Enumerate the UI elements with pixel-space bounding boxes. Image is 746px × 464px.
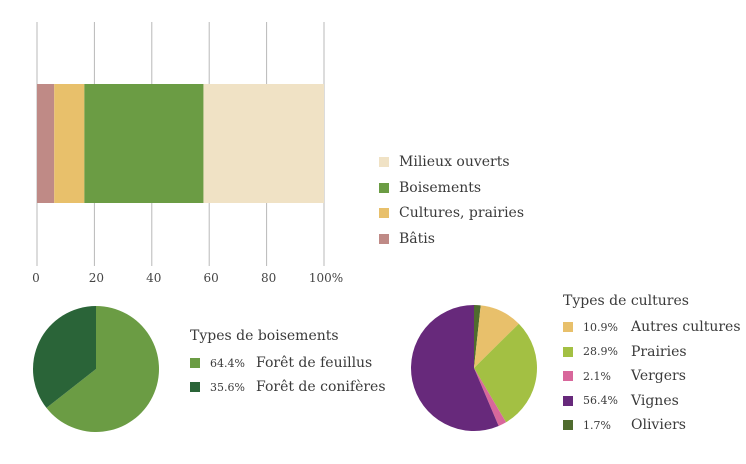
pie-chart-boisements <box>33 306 160 432</box>
legend-swatch <box>379 233 389 244</box>
legend-label: Forêt de feuillus <box>256 355 373 371</box>
legend-item-boisements: Boisements <box>379 180 481 196</box>
x-tick-label: 80 <box>261 271 276 285</box>
x-tick-label: 0 <box>32 271 40 285</box>
legend-swatch <box>190 358 200 368</box>
legend-swatch <box>563 346 573 357</box>
bar-segment-milieux-ouverts <box>203 84 324 203</box>
legend-percentage: 2.1% <box>583 369 611 383</box>
legend-percentage: 56.4% <box>583 394 618 407</box>
x-tick-label: 60 <box>204 271 219 285</box>
legend-item-milieux-ouverts: Milieux ouverts <box>379 154 510 170</box>
pie-slice-prairies <box>474 323 537 423</box>
legend-swatch <box>190 382 200 392</box>
legend-item-vignes: 56.4% Vignes <box>563 393 679 409</box>
x-tick-label: 40 <box>146 271 161 285</box>
stacked-bar-chart: 0 20 40 60 80 100% <box>32 22 343 285</box>
legend-swatch <box>563 420 573 430</box>
legend-label: Bâtis <box>399 230 435 247</box>
x-tick-label: 100% <box>309 271 343 285</box>
legend-item-cultures-prairies: Cultures, prairies <box>379 205 524 221</box>
legend-label: Autres cultures <box>631 319 741 335</box>
legend-swatch <box>379 182 389 193</box>
legend-item-foret-de-feuillus: 64.4% Forêt de feuillus <box>190 355 372 371</box>
pie-slice-oliviers <box>474 305 481 368</box>
legend-label: Prairies <box>631 343 687 360</box>
legend-label: Oliviers <box>631 417 686 433</box>
legend-item-oliviers: 1.7% Oliviers <box>563 417 686 433</box>
legend-label: Vergers <box>631 368 686 384</box>
legend-item-foret-de-coniferes: 35.6% Forêt de conifères <box>190 379 386 395</box>
x-tick-label: 20 <box>89 271 104 285</box>
pie-chart-cultures <box>411 305 537 431</box>
pie-slice-foret-de-coniferes <box>33 306 96 408</box>
legend-swatch <box>379 208 389 218</box>
legend-item-batis: Bâtis <box>379 231 435 247</box>
legend-label: Cultures, prairies <box>399 205 525 221</box>
legend-swatch <box>563 371 573 381</box>
legend-item-autres-cultures: 10.9% Autres cultures <box>563 319 741 335</box>
legend-percentage: 28.9% <box>583 345 618 358</box>
legend-label: Boisements <box>399 179 482 196</box>
pie-cultures-title: Types de cultures <box>563 293 689 309</box>
pie-slice-autres-cultures <box>474 305 519 368</box>
pie-boisements-title: Types de boisements <box>190 328 339 344</box>
legend-percentage: 35.6% <box>210 380 245 394</box>
legend-swatch <box>563 322 573 332</box>
legend-swatch <box>379 157 389 167</box>
legend-percentage: 10.9% <box>583 320 618 334</box>
pie-slice-vergers <box>474 368 507 426</box>
bar-segment-batis <box>37 84 55 203</box>
legend-item-prairies: 28.9% Prairies <box>563 344 687 360</box>
pie-slice-foret-de-feuillus <box>46 306 160 432</box>
legend-label: Milieux ouverts <box>399 154 510 170</box>
legend-item-vergers: 2.1% Vergers <box>563 368 686 384</box>
bar-segment-cultures-prairies <box>54 84 85 203</box>
legend-label: Forêt de conifères <box>256 379 386 395</box>
legend-swatch <box>563 395 573 406</box>
legend-percentage: 64.4% <box>210 356 245 370</box>
legend-percentage: 1.7% <box>583 418 611 432</box>
pie-slice-vignes <box>411 305 499 431</box>
legend-label: Vignes <box>631 392 679 409</box>
bar-segment-boisements <box>84 84 204 203</box>
